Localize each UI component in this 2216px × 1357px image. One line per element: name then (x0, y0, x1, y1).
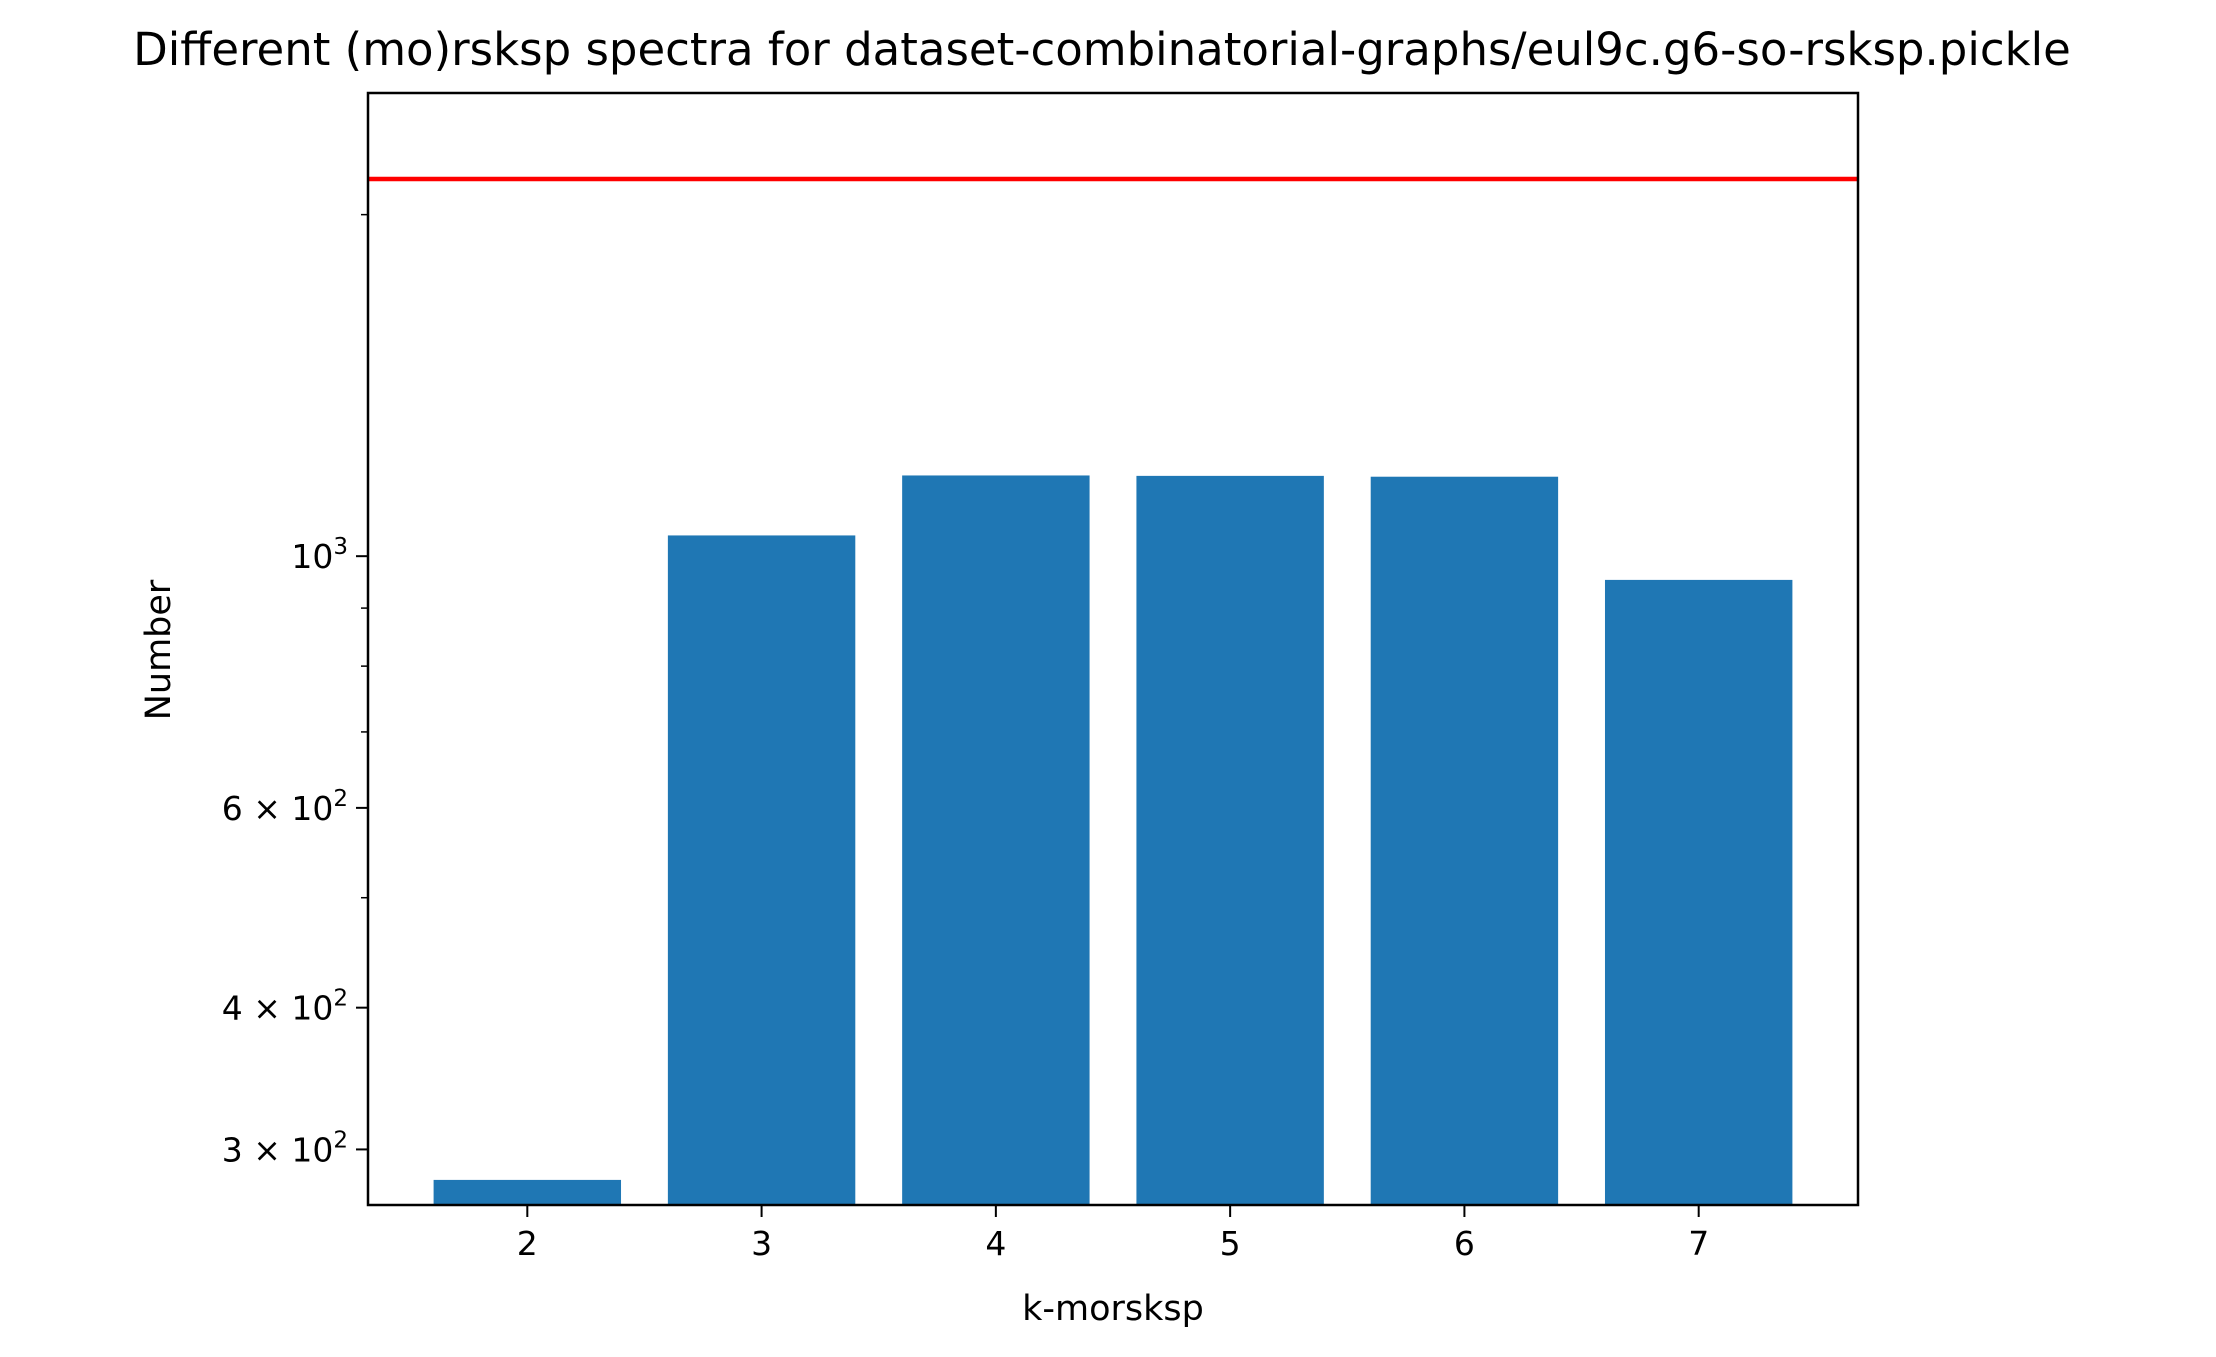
x-tick-label: 5 (1220, 1224, 1241, 1263)
y-axis-label: Number (139, 579, 179, 720)
x-tick-label: 2 (517, 1224, 538, 1263)
bar-6 (1370, 476, 1559, 1205)
y-tick-label: 3 × 102 (222, 1127, 348, 1169)
x-axis-label: k-morsksp (1022, 1289, 1204, 1329)
bars-group (433, 475, 1793, 1205)
y-tick-label: 103 (291, 534, 348, 576)
x-tick-label: 3 (751, 1224, 772, 1263)
x-tick-label: 6 (1454, 1224, 1475, 1263)
y-axis-ticks: 103 6 × 102 4 × 102 3 × 102 (222, 213, 368, 1169)
bar-2 (433, 1179, 622, 1205)
bar-5 (1136, 475, 1324, 1205)
bar-7 (1604, 579, 1793, 1205)
y-tick-label: 4 × 102 (222, 986, 348, 1028)
x-tick-label: 4 (985, 1224, 1006, 1263)
x-tick-label: 7 (1688, 1224, 1709, 1263)
axes-frame (366, 91, 1860, 1207)
chart-title: Different (mo)rsksp spectra for dataset-… (133, 23, 2071, 76)
x-axis-ticks: 2 3 4 5 6 7 (517, 1205, 1709, 1263)
bar-3 (667, 535, 856, 1205)
y-tick-label: 6 × 102 (222, 786, 348, 828)
bar-4 (902, 475, 1090, 1205)
